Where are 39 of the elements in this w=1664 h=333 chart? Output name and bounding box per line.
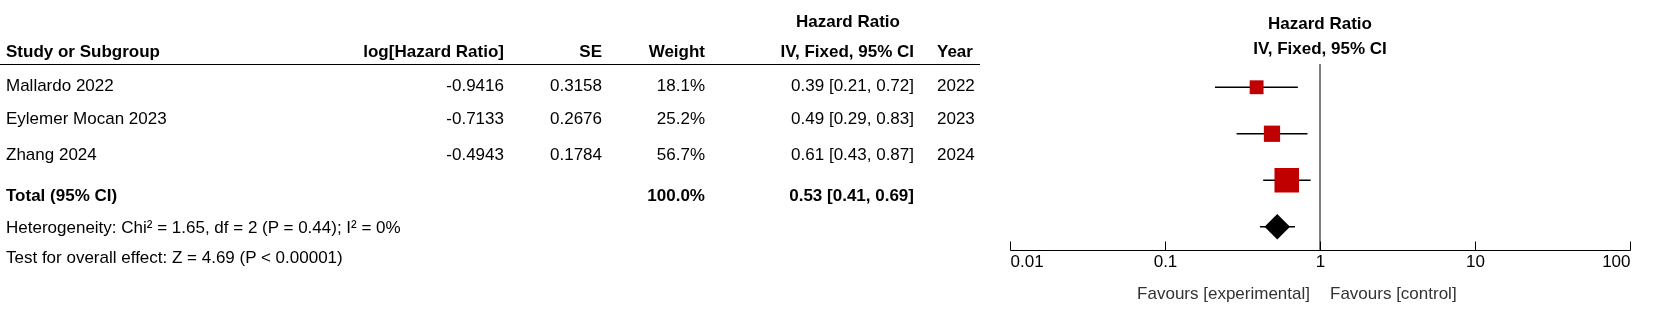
text: 0.1784 (550, 145, 602, 165)
text: 2024 (937, 145, 975, 165)
text: Zhang 2024 (6, 145, 97, 165)
text: Total (95% CI) (6, 186, 118, 206)
text: Favours [control] (1330, 284, 1457, 304)
text: SE (579, 42, 602, 62)
text: 25.2% (656, 109, 705, 129)
text: Hazard Ratio (796, 12, 900, 32)
text: Favours [experimental] (1137, 284, 1310, 304)
text: Eylemer Mocan 2023 (6, 109, 167, 129)
text: 2023 (937, 109, 975, 129)
text: Heterogeneity: Chi² = 1.65, df = 2 (P = 0.44); I² = 0% (6, 218, 401, 238)
text: 0.2676 (550, 109, 602, 129)
text: 100.0% (647, 186, 705, 206)
text: 0.53 [0.41, 0.69] (789, 186, 914, 206)
x-tick-label: 10 (1466, 251, 1485, 271)
text: 2022 (937, 76, 975, 96)
text: IV, Fixed, 95% CI (780, 42, 914, 62)
chart-title: Hazard Ratio (1268, 13, 1372, 33)
text: 56.7% (656, 145, 705, 165)
x-tick-label: 100 (1602, 251, 1631, 271)
text: 0.3158 (550, 76, 602, 96)
text: -0.7133 (446, 109, 504, 129)
text: 0.49 [0.29, 0.83] (791, 109, 914, 129)
text: 18.1% (656, 76, 705, 96)
x-tick-label: 1 (1315, 251, 1326, 271)
text: log[Hazard Ratio] (363, 42, 504, 62)
text: -0.4943 (446, 145, 504, 165)
text: 0.39 [0.21, 0.72] (791, 76, 914, 96)
text: Mallardo 2022 (6, 76, 114, 96)
text: Year (937, 42, 973, 62)
x-tick-label: 0.01 (1010, 251, 1044, 271)
chart-subtitle: IV, Fixed, 95% CI (1253, 38, 1387, 58)
text: Weight (648, 42, 705, 62)
text: -0.9416 (446, 76, 504, 96)
x-tick-label: 0.1 (1153, 251, 1178, 271)
text: 0.61 [0.43, 0.87] (791, 145, 914, 165)
text: Study or Subgroup (6, 42, 160, 62)
text: Test for overall effect: Z = 4.69 (P < 0.00001) (6, 248, 343, 268)
